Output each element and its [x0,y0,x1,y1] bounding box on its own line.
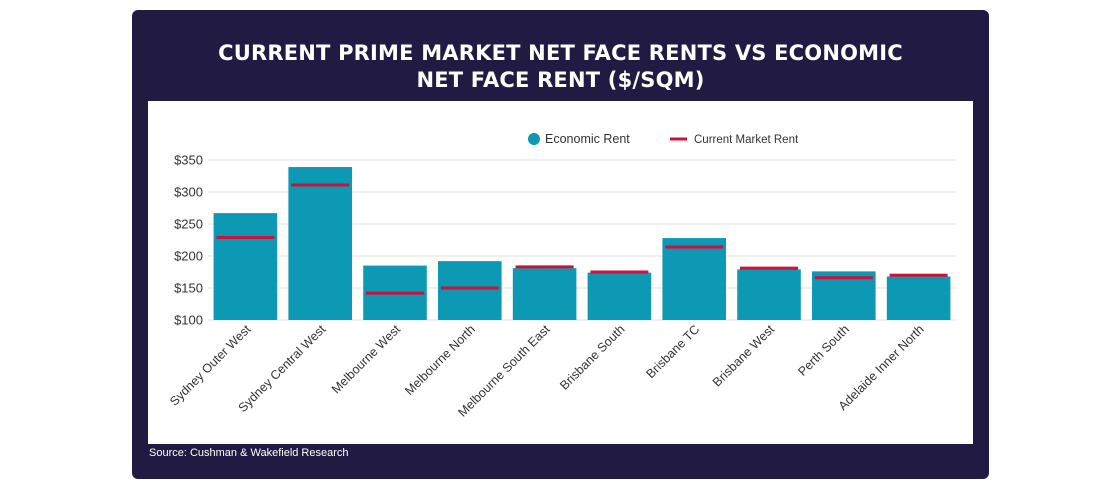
bar-economic-rent [438,261,502,320]
chart-title-line-1: CURRENT PRIME MARKET NET FACE RENTS VS E… [218,41,903,65]
y-tick-label: $300 [174,185,203,200]
bar-economic-rent [587,272,652,320]
bar-economic-rent [662,238,726,320]
legend-swatch-current-market-rent [670,137,687,141]
x-tick-label: Melbourne North [402,322,478,398]
bar-economic-rent [213,213,278,320]
bar-economic-rent [288,167,352,320]
bar-series [213,167,951,320]
x-tick-label: Perth South [795,322,852,379]
x-tick-label: Adelaide Inner North [836,322,927,413]
bar-chart: $350 $300 $250 $200 $150 $100 Sydney Outer We… [167,132,956,420]
marker-current-market-rent [889,273,948,277]
marker-current-market-rent [366,291,424,295]
legend: Economic Rent Current Market Rent [528,132,799,146]
y-axis-ticks: $350 $300 $250 $200 $150 $100 [174,153,203,328]
legend-swatch-economic-rent [528,133,540,145]
marker-current-market-rent [665,245,724,249]
chart-card: CURRENT PRIME MARKET NET FACE RENTS VS E… [132,10,989,479]
marker-current-market-rent [515,265,574,269]
marker-current-market-rent [590,270,649,274]
chart-title: CURRENT PRIME MARKET NET FACE RENTS VS E… [132,40,989,94]
marker-current-market-rent [291,183,350,187]
x-tick-label: Brisbane TC [643,322,702,381]
marker-current-market-rent [216,235,275,239]
marker-series [216,183,948,295]
legend-label-economic-rent: Economic Rent [545,132,630,146]
bar-economic-rent [512,268,577,320]
chart-panel: $350 $300 $250 $200 $150 $100 Sydney Outer We… [148,101,973,444]
y-tick-label: $250 [174,217,203,232]
legend-label-current-market-rent: Current Market Rent [694,134,799,146]
source-note: Source: Cushman & Wakefield Research [149,447,349,459]
marker-current-market-rent [740,266,798,270]
bar-economic-rent [886,276,951,320]
chart-title-line-2: NET FACE RENT ($/SQM) [416,68,705,92]
marker-current-market-rent [440,286,499,290]
y-tick-label: $200 [174,249,203,264]
marker-current-market-rent [814,276,873,280]
y-tick-label: $350 [174,153,203,168]
x-tick-label: Brisbane South [557,322,627,392]
x-tick-label: Brisbane West [710,322,778,390]
y-tick-label: $100 [174,313,203,328]
bar-economic-rent [737,269,801,320]
y-tick-label: $150 [174,281,203,296]
x-tick-label: Melbourne West [329,322,403,396]
bar-economic-rent [812,271,876,320]
x-tick-label: Sydney Outer West [167,322,254,409]
